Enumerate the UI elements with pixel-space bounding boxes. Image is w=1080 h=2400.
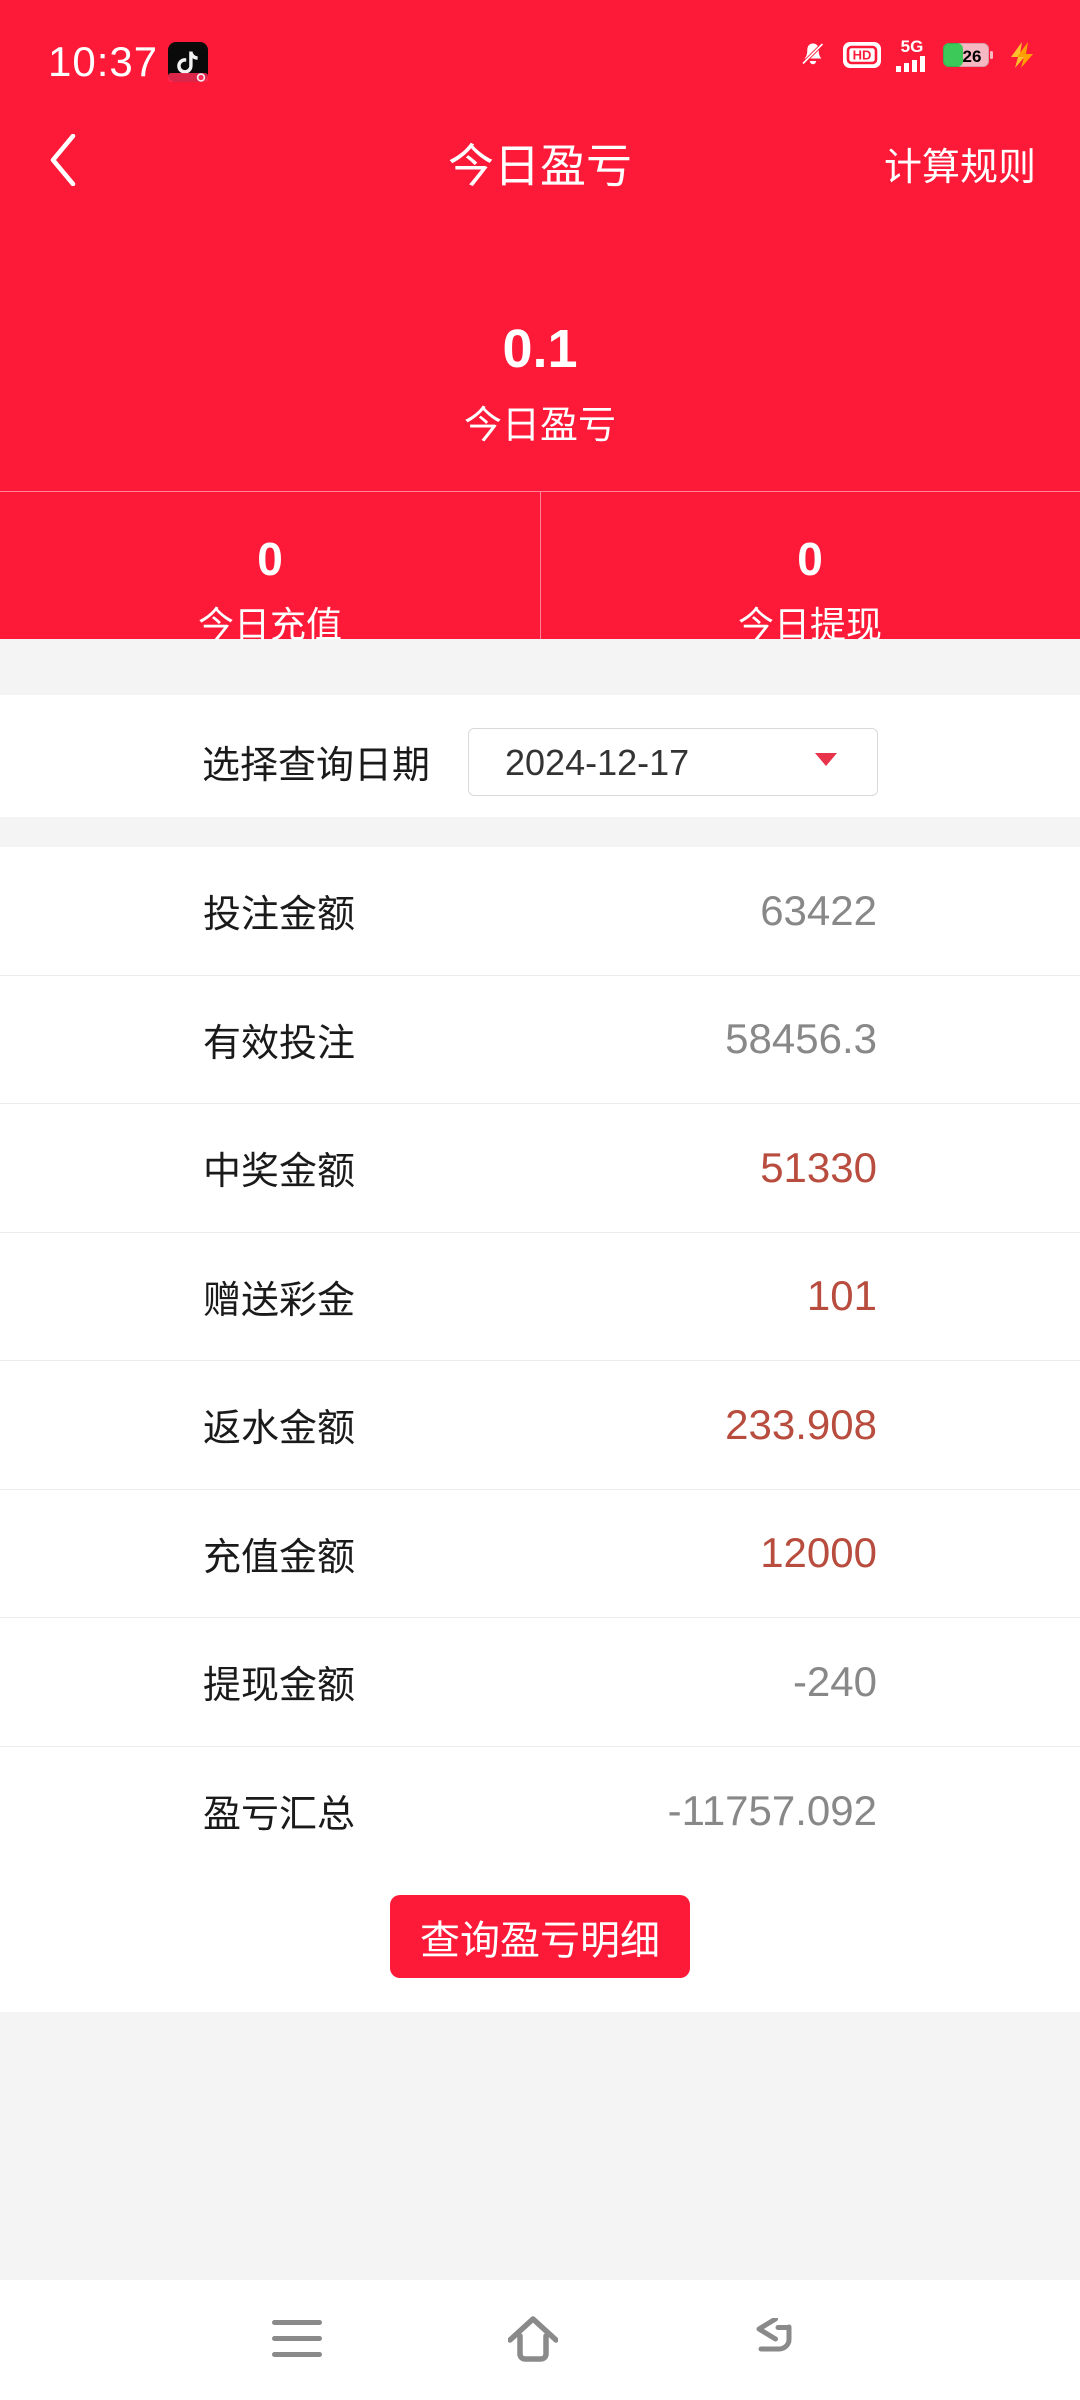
svg-text:26: 26 [963,47,982,66]
svg-text:HD: HD [853,48,872,63]
